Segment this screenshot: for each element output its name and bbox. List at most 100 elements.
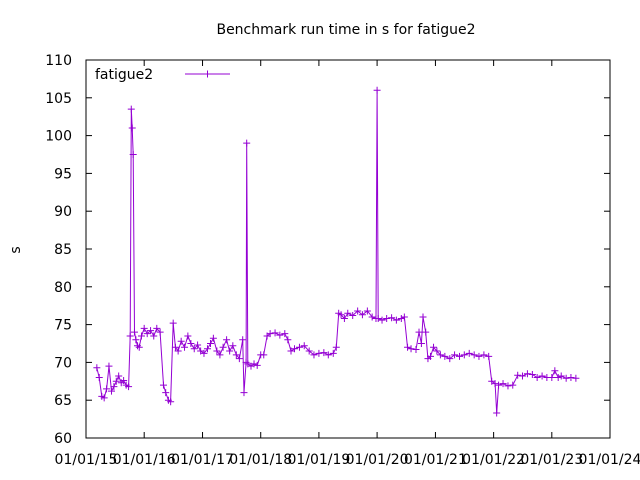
data-point (153, 324, 161, 332)
y-tick-label: 70 (54, 355, 72, 371)
data-point (456, 352, 464, 360)
data-point (499, 380, 507, 388)
data-point (407, 345, 415, 353)
series-layer (93, 86, 580, 417)
data-point (422, 328, 430, 336)
data-point (514, 371, 522, 379)
x-tick-label: 01/01/19 (287, 452, 350, 468)
data-point (110, 383, 118, 391)
data-point (203, 345, 211, 353)
plot-frame (85, 59, 611, 439)
data-point (340, 315, 348, 323)
data-point (465, 349, 473, 357)
y-axis-label: s (8, 246, 24, 253)
y-tick-label: 75 (54, 318, 72, 334)
data-point (171, 343, 179, 351)
data-point (548, 374, 556, 382)
data-point (95, 374, 103, 382)
data-point (332, 343, 340, 351)
data-point (446, 355, 454, 363)
data-point (337, 311, 345, 319)
data-point (460, 351, 468, 359)
x-tick-label: 01/01/16 (113, 452, 176, 468)
data-point (412, 346, 420, 354)
x-tick-label: 01/01/22 (462, 452, 525, 468)
data-point (140, 324, 148, 332)
data-point (127, 105, 135, 113)
data-point (143, 330, 151, 338)
data-point (132, 336, 140, 344)
data-point (167, 398, 175, 406)
legend: fatigue2 (95, 67, 230, 83)
data-point (368, 313, 376, 321)
data-point (235, 355, 243, 363)
data-point (388, 314, 396, 322)
data-point (551, 367, 559, 375)
data-point (115, 372, 123, 380)
data-point (181, 343, 189, 351)
data-point (404, 343, 412, 351)
data-point (419, 313, 427, 321)
data-point (329, 349, 337, 357)
data-point (232, 351, 240, 359)
data-point (250, 360, 258, 368)
data-point (400, 313, 408, 321)
data-point (554, 374, 562, 382)
x-tick-label: 01/01/20 (346, 452, 409, 468)
x-tick-label: 01/01/24 (579, 452, 640, 468)
data-point (240, 389, 248, 397)
data-point (383, 315, 391, 323)
data-point (480, 351, 488, 359)
data-point (271, 329, 279, 337)
data-point (105, 362, 113, 370)
data-point (287, 347, 295, 355)
data-point (451, 351, 459, 359)
data-point (253, 361, 261, 369)
data-point (125, 383, 133, 391)
data-point (538, 372, 546, 380)
data-point (219, 343, 227, 351)
data-point (200, 349, 208, 357)
y-tick-label: 95 (54, 166, 72, 182)
data-point (243, 139, 251, 147)
data-point (509, 381, 517, 389)
data-point (242, 358, 250, 366)
data-point (374, 315, 382, 323)
data-point (266, 330, 274, 338)
data-point (137, 332, 145, 340)
chart-title: Benchmark run time in s for fatigue2 (216, 22, 475, 38)
data-point (491, 380, 499, 388)
data-point (433, 347, 441, 355)
data-point (229, 342, 237, 350)
data-point (207, 340, 215, 347)
data-point (260, 351, 268, 359)
data-point (209, 334, 217, 342)
data-point (120, 377, 128, 385)
y-tick-label: 105 (45, 91, 72, 107)
data-point (305, 347, 313, 355)
data-point (557, 372, 565, 380)
x-axis-ticks: 01/01/1501/01/1601/01/1701/01/1801/01/19… (55, 60, 640, 468)
data-point (156, 328, 164, 336)
data-point (133, 342, 141, 350)
data-point (358, 311, 366, 319)
legend-marker-fatigue2 (204, 70, 211, 78)
data-point (441, 352, 449, 360)
data-point (216, 351, 224, 359)
data-point (213, 347, 221, 355)
legend-label-fatigue2: fatigue2 (95, 67, 153, 83)
x-tick-label: 01/01/18 (229, 452, 292, 468)
data-point (162, 389, 170, 397)
data-point (436, 351, 444, 359)
data-point (470, 351, 478, 359)
data-point (112, 377, 120, 385)
data-point (310, 351, 318, 359)
y-tick-label: 110 (45, 53, 72, 69)
data-point (415, 328, 423, 336)
data-point (324, 351, 332, 359)
data-point (284, 336, 292, 344)
x-tick-label: 01/01/17 (171, 452, 234, 468)
y-tick-label: 85 (54, 242, 72, 258)
data-point (493, 409, 501, 417)
